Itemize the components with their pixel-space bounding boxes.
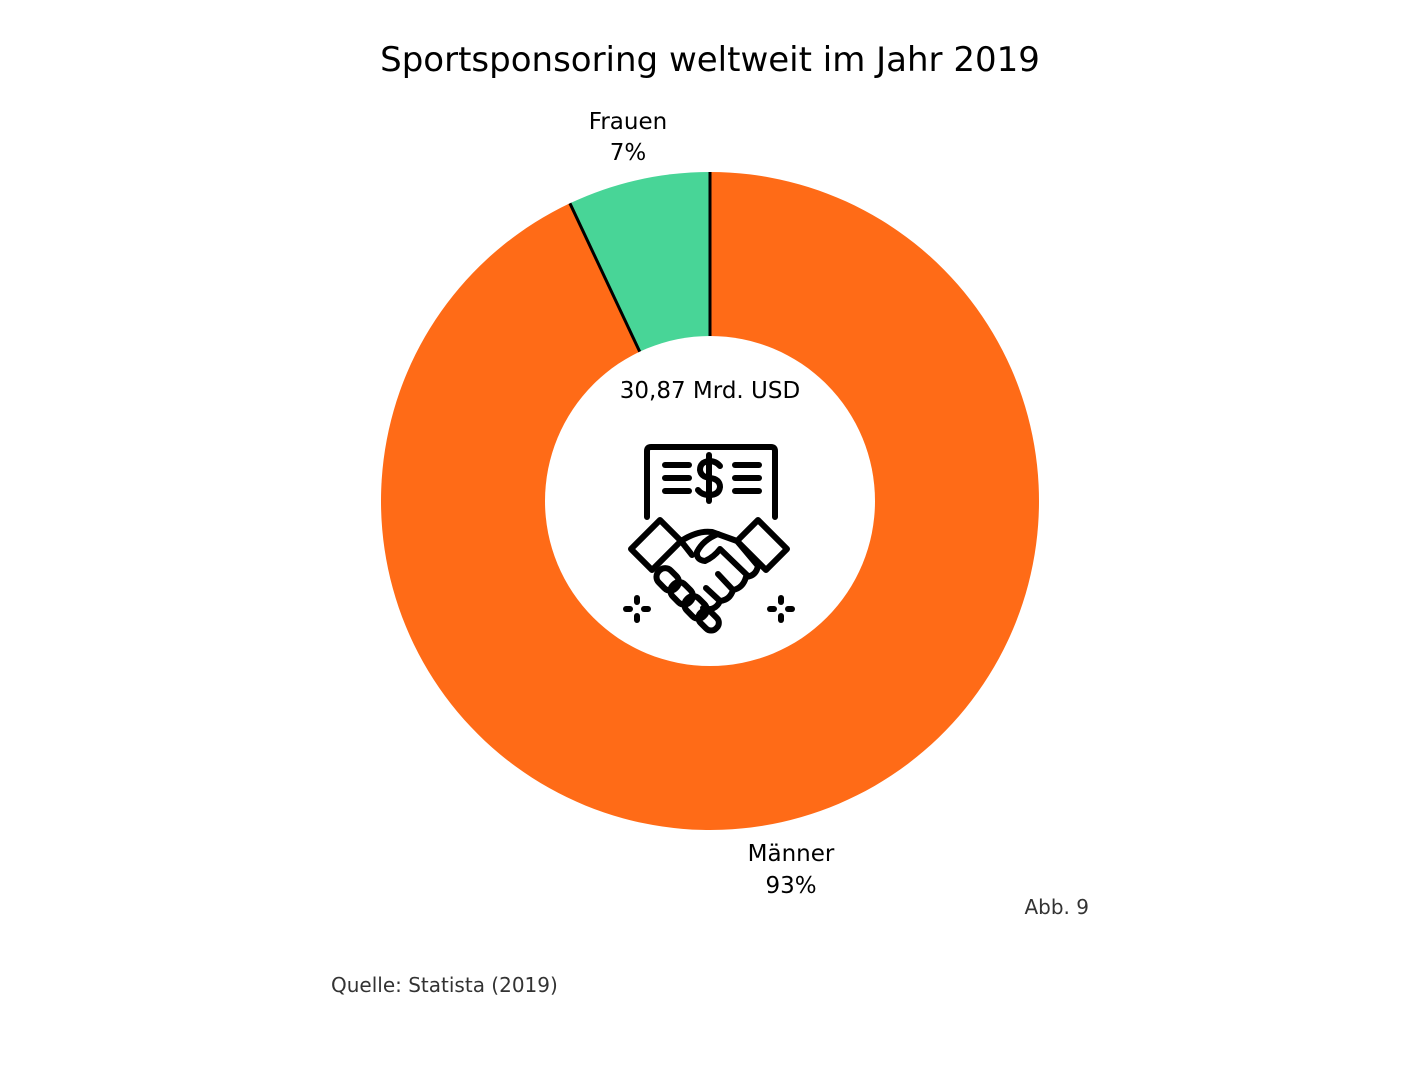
source-note: Quelle: Statista (2019) <box>331 973 558 997</box>
center-total-label: 30,87 Mrd. USD <box>620 378 800 404</box>
slice-label-frauen: Frauen <box>589 109 667 135</box>
slice-label-maenner: Männer <box>748 841 835 867</box>
slice-value-frauen: 7% <box>610 140 647 166</box>
slice-separators <box>568 172 712 358</box>
chart-title: Sportsponsoring weltweit im Jahr 2019 <box>380 40 1040 80</box>
slice-value-maenner: 93% <box>765 873 816 899</box>
slice-separator-1 <box>568 202 644 358</box>
handshake-contract-icon <box>623 444 795 634</box>
figure-label: Abb. 9 <box>1024 895 1089 919</box>
